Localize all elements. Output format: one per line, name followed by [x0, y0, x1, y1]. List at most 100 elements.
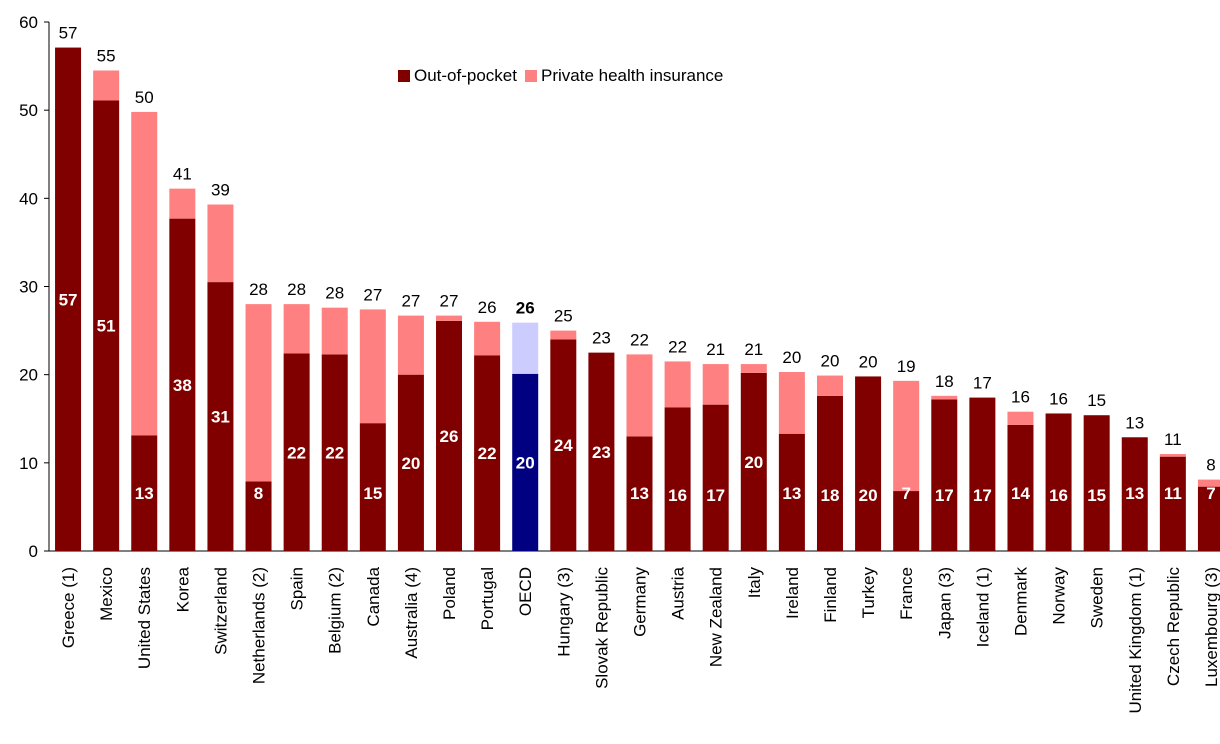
inner-label-finland: 18	[821, 486, 840, 505]
inner-label-netherlands-2: 8	[254, 484, 263, 503]
bar-private-health-insurance-new-zealand	[702, 364, 729, 405]
inner-label-poland: 26	[440, 427, 459, 446]
category-label-canada: Canada	[364, 566, 383, 626]
legend-label-private-health-insurance: Private health insurance	[541, 66, 724, 85]
total-label-luxembourg-3: 8	[1206, 456, 1215, 475]
inner-label-korea: 38	[173, 376, 192, 395]
bar-private-health-insurance-poland	[436, 315, 463, 321]
inner-label-portugal: 22	[478, 444, 497, 463]
y-tick-label-60: 60	[19, 13, 38, 32]
total-label-mexico: 55	[97, 46, 116, 65]
inner-label-new-zealand: 17	[706, 486, 725, 505]
bar-out-of-pocket-new-zealand	[702, 404, 729, 551]
bar-private-health-insurance-switzerland	[207, 204, 234, 283]
bar-private-health-insurance-australia-4	[397, 315, 424, 375]
bar-out-of-pocket-spain	[283, 353, 310, 551]
category-label-belgium-2: Belgium (2)	[326, 567, 345, 654]
total-label-portugal: 26	[478, 298, 497, 317]
total-label-japan-3: 18	[935, 372, 954, 391]
category-label-poland: Poland	[440, 567, 459, 620]
bar-out-of-pocket-turkey	[855, 376, 882, 551]
category-label-greece-1: Greece (1)	[59, 567, 78, 648]
total-label-united-kingdom-1: 13	[1125, 413, 1144, 432]
y-tick-label-40: 40	[19, 189, 38, 208]
inner-label-japan-3: 17	[935, 486, 954, 505]
total-label-norway: 16	[1049, 389, 1068, 408]
category-label-ireland: Ireland	[783, 567, 802, 619]
bar-private-health-insurance-belgium-2	[321, 307, 348, 355]
total-label-germany: 22	[630, 330, 649, 349]
category-label-new-zealand: New Zealand	[707, 567, 726, 667]
total-label-canada: 27	[363, 285, 382, 304]
bar-private-health-insurance-denmark	[1007, 411, 1034, 425]
total-label-oecd: 26	[516, 299, 535, 318]
total-label-austria: 22	[668, 337, 687, 356]
bar-private-health-insurance-czech-republic	[1159, 454, 1186, 457]
total-label-sweden: 15	[1087, 391, 1106, 410]
bar-private-health-insurance-hungary-3	[550, 330, 577, 340]
category-label-oecd: OECD	[516, 567, 535, 616]
category-label-germany: Germany	[631, 567, 650, 637]
category-label-hungary-3: Hungary (3)	[554, 567, 573, 657]
bar-private-health-insurance-luxembourg-3	[1197, 479, 1220, 487]
bar-out-of-pocket-norway	[1045, 413, 1072, 551]
total-label-greece-1: 57	[59, 24, 78, 43]
inner-label-france: 7	[901, 484, 910, 503]
inner-label-norway: 16	[1049, 486, 1068, 505]
total-label-finland: 20	[821, 352, 840, 371]
category-label-mexico: Mexico	[97, 567, 116, 621]
inner-label-czech-republic: 11	[1164, 484, 1182, 503]
bar-private-health-insurance-portugal	[474, 321, 501, 356]
legend-item-private-health-insurance: Private health insurance	[525, 66, 723, 86]
total-label-turkey: 20	[859, 352, 878, 371]
bar-out-of-pocket-italy	[740, 372, 767, 551]
category-label-slovak-republic: Slovak Republic	[592, 567, 611, 689]
legend-item-out-of-pocket: Out-of-pocket	[398, 66, 517, 86]
inner-label-united-states: 13	[135, 484, 154, 503]
bar-private-health-insurance-mexico	[93, 70, 120, 101]
bar-out-of-pocket-hungary-3	[550, 339, 577, 551]
total-label-hungary-3: 25	[554, 307, 573, 326]
category-label-korea: Korea	[173, 566, 192, 612]
category-label-sweden: Sweden	[1088, 567, 1107, 628]
y-tick-label-20: 20	[19, 366, 38, 385]
inner-label-denmark: 14	[1011, 484, 1030, 503]
legend-label-out-of-pocket: Out-of-pocket	[414, 66, 517, 85]
total-label-new-zealand: 21	[706, 340, 725, 359]
inner-label-mexico: 51	[97, 317, 116, 336]
inner-label-greece-1: 57	[59, 290, 78, 309]
bar-out-of-pocket-japan-3	[931, 399, 958, 551]
legend-swatch-out-of-pocket	[398, 70, 410, 82]
category-label-czech-republic: Czech Republic	[1164, 567, 1183, 687]
bar-private-health-insurance-finland	[816, 375, 843, 396]
total-label-iceland-1: 17	[973, 374, 992, 393]
bar-out-of-pocket-slovak-republic	[588, 352, 615, 551]
bar-private-health-insurance-japan-3	[931, 395, 958, 400]
y-tick-label-50: 50	[19, 101, 38, 120]
bar-out-of-pocket-canada	[359, 423, 386, 551]
y-tick-label-10: 10	[19, 454, 38, 473]
inner-label-switzerland: 31	[211, 408, 230, 427]
bar-out-of-pocket-ireland	[778, 433, 805, 551]
category-label-denmark: Denmark	[1011, 567, 1030, 636]
bar-out-of-pocket-netherlands-2	[245, 481, 272, 551]
category-label-luxembourg-3: Luxembourg (3)	[1202, 567, 1220, 687]
inner-label-luxembourg-3: 7	[1206, 484, 1215, 503]
bar-private-health-insurance-united-states	[131, 111, 158, 436]
bar-private-health-insurance-canada	[359, 309, 386, 424]
bar-private-health-insurance-ireland	[778, 372, 805, 434]
legend: Out-of-pocket Private health insurance	[398, 66, 731, 86]
bar-private-health-insurance-italy	[740, 364, 767, 373]
total-label-france: 19	[897, 357, 916, 376]
bar-out-of-pocket-portugal	[474, 355, 501, 551]
y-tick-label-0: 0	[29, 542, 38, 561]
category-label-austria: Austria	[669, 566, 688, 619]
category-label-france: France	[897, 567, 916, 620]
category-label-italy: Italy	[745, 567, 764, 599]
total-label-united-states: 50	[135, 88, 154, 107]
total-label-italy: 21	[744, 340, 763, 359]
bar-out-of-pocket-mexico	[93, 100, 120, 552]
category-label-switzerland: Switzerland	[211, 567, 230, 655]
bar-private-health-insurance-spain	[283, 304, 310, 354]
inner-label-ireland: 13	[782, 484, 801, 503]
